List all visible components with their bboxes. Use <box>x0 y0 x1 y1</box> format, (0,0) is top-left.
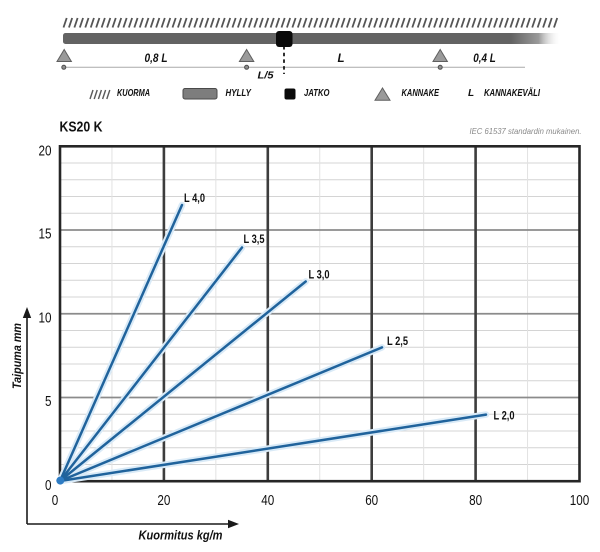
svg-text:Taipuma mm: Taipuma mm <box>10 323 24 389</box>
svg-text:0: 0 <box>45 478 52 494</box>
svg-text:KANNAKE: KANNAKE <box>402 88 440 99</box>
svg-text:L: L <box>337 53 344 65</box>
svg-text:0,8 L: 0,8 L <box>145 53 168 65</box>
svg-text:20: 20 <box>157 493 170 509</box>
svg-text:L 2,5: L 2,5 <box>387 334 408 348</box>
svg-text:5: 5 <box>45 394 52 410</box>
svg-text:15: 15 <box>39 227 52 243</box>
svg-text:0,4 L: 0,4 L <box>473 53 496 65</box>
svg-text:80: 80 <box>469 493 482 509</box>
svg-text:L/5: L/5 <box>258 70 274 82</box>
svg-text:JATKO: JATKO <box>304 88 330 99</box>
svg-text:KANNAKEVÄLI: KANNAKEVÄLI <box>484 86 540 99</box>
svg-text:60: 60 <box>365 493 378 509</box>
svg-text:Kuormitus kg/m: Kuormitus kg/m <box>139 529 223 543</box>
svg-text:L 3,0: L 3,0 <box>309 268 330 282</box>
svg-text:KUORMA: KUORMA <box>117 88 150 99</box>
svg-text:L: L <box>468 88 474 99</box>
svg-text:0: 0 <box>52 493 59 509</box>
svg-text:40: 40 <box>261 493 274 509</box>
svg-text:L 2,0: L 2,0 <box>494 409 515 423</box>
svg-text:L 4,0: L 4,0 <box>184 191 205 205</box>
svg-text:L 3,5: L 3,5 <box>244 232 265 246</box>
svg-text:HYLLY: HYLLY <box>226 88 253 99</box>
svg-text:20: 20 <box>39 143 52 159</box>
svg-text:IEC 61537 standardin mukainen.: IEC 61537 standardin mukainen. <box>470 127 582 136</box>
svg-text:KS20 K: KS20 K <box>60 118 103 135</box>
svg-text:100: 100 <box>570 493 590 509</box>
svg-text:10: 10 <box>39 310 52 326</box>
